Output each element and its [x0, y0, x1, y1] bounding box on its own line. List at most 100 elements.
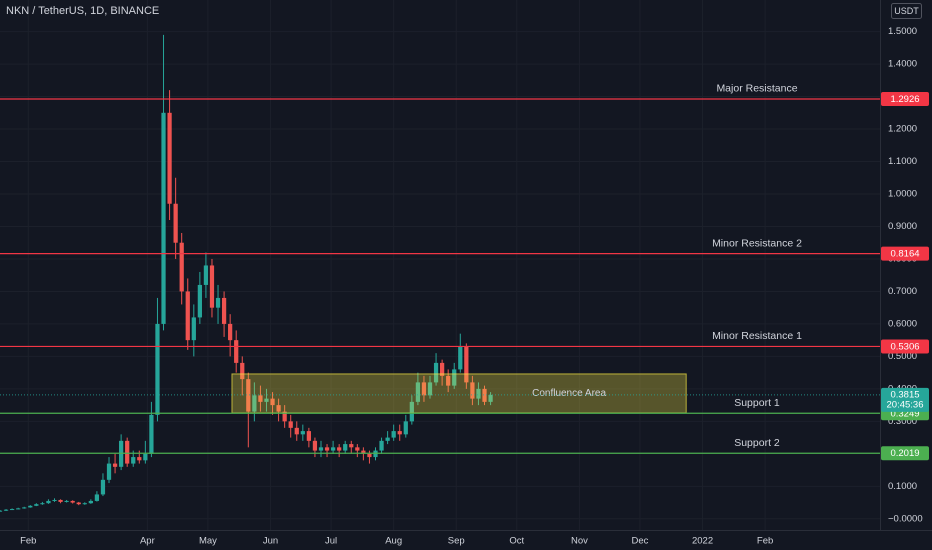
- candle-body: [306, 431, 311, 441]
- candle-body: [76, 502, 81, 505]
- candle-body: [228, 323, 233, 341]
- candle-body: [318, 447, 324, 451]
- candle-body: [221, 297, 227, 324]
- candle-body: [276, 405, 281, 412]
- x-tick-label: Sep: [448, 536, 465, 547]
- candle-body: [52, 499, 57, 501]
- candle-body: [64, 500, 69, 502]
- candle-body: [234, 340, 239, 363]
- y-tick-label: 1.4000: [888, 59, 917, 70]
- candle-body: [155, 323, 160, 415]
- level-price-box: [881, 91, 929, 106]
- candle-body: [82, 503, 87, 505]
- candle-body: [16, 508, 21, 510]
- x-tick-label: Dec: [632, 536, 649, 547]
- candle-body: [355, 447, 360, 451]
- level-price-label: 0.8164: [890, 249, 919, 260]
- candle-body: [22, 507, 27, 509]
- candle-body: [197, 284, 202, 318]
- y-tick-label: 0.7000: [888, 286, 917, 297]
- y-tick-label: 1.1000: [888, 156, 917, 167]
- candle-body: [379, 440, 384, 451]
- overlays: Confluence Area Major Resistance Minor Res…: [0, 83, 880, 454]
- candle-body: [203, 265, 209, 285]
- candle-body: [143, 453, 148, 461]
- plot: [0, 34, 493, 512]
- candle-body: [88, 500, 93, 504]
- x-tick-label: Jun: [263, 536, 278, 547]
- x-tick-label: Nov: [571, 536, 588, 547]
- candle-body: [34, 504, 39, 506]
- candle-body: [270, 398, 275, 406]
- candle-body: [433, 362, 439, 383]
- candle-body: [427, 382, 433, 396]
- candle-body: [70, 500, 75, 503]
- candle-body: [0, 510, 3, 512]
- candle-body: [137, 457, 142, 461]
- x-tick-label: Jul: [325, 536, 337, 547]
- currency-box[interactable]: [891, 3, 922, 19]
- candle-body: [440, 362, 445, 376]
- y-tick-label: 0.9000: [888, 221, 917, 232]
- candle-body: [312, 440, 318, 451]
- candle-body: [191, 317, 196, 341]
- level-name: Major Resistance: [716, 83, 797, 95]
- y-tick-label: 0.1000: [888, 481, 917, 492]
- level-name: Support 2: [734, 437, 780, 449]
- candle-body: [264, 398, 269, 402]
- candle-body: [100, 479, 106, 495]
- candle-body: [240, 362, 245, 380]
- candle-body: [282, 411, 287, 422]
- candle-body: [403, 421, 408, 435]
- candle-body: [185, 291, 190, 341]
- x-tick-label: Feb: [20, 536, 36, 547]
- candle-body: [3, 509, 9, 511]
- candle-body: [464, 346, 469, 383]
- last-price-box: [881, 387, 929, 412]
- grid: [0, 0, 880, 530]
- level-price-label: 0.5306: [890, 341, 919, 352]
- y-tick-label: 1.0000: [888, 189, 917, 200]
- candle-body: [209, 265, 215, 308]
- candle-body: [324, 447, 330, 451]
- level-price-box: [881, 339, 929, 354]
- candle-body: [458, 346, 463, 370]
- candle-body: [343, 444, 348, 451]
- zone-label: Confluence Area: [532, 388, 606, 399]
- candle-body: [349, 444, 354, 448]
- y-tick-label: 0.3000: [888, 416, 917, 427]
- candle-body: [421, 382, 427, 396]
- candle-body: [58, 499, 63, 502]
- candle-body: [173, 203, 178, 243]
- candle-body: [215, 297, 221, 308]
- countdown-label: 20:45:36: [887, 399, 924, 410]
- y-tick-label: 1.2000: [888, 124, 917, 135]
- candle-body: [246, 379, 251, 412]
- candle-body: [470, 382, 475, 399]
- candle-body: [361, 450, 366, 454]
- candle-body: [179, 242, 184, 292]
- candle-body: [9, 509, 15, 511]
- level-price-label: 0.3249: [890, 408, 919, 419]
- y-tick-label: 0.6000: [888, 318, 917, 329]
- candle-body: [252, 395, 257, 412]
- candle-body: [294, 427, 299, 435]
- candle-body: [94, 494, 100, 501]
- candle-body: [397, 431, 402, 435]
- currency-label[interactable]: USDT: [894, 6, 919, 16]
- candle-body: [288, 421, 293, 428]
- candle-body: [367, 453, 372, 458]
- candle-body: [409, 401, 414, 422]
- candle-body: [482, 388, 487, 402]
- level-name: Support 1: [734, 397, 780, 409]
- candle-body: [119, 440, 124, 467]
- level-name: Minor Resistance 1: [712, 330, 802, 342]
- candle-body: [385, 437, 390, 441]
- candle-body: [337, 447, 342, 451]
- candle-body: [391, 431, 396, 438]
- candle-body: [488, 394, 493, 402]
- x-tick-label: May: [199, 536, 217, 547]
- candle-body: [46, 500, 51, 504]
